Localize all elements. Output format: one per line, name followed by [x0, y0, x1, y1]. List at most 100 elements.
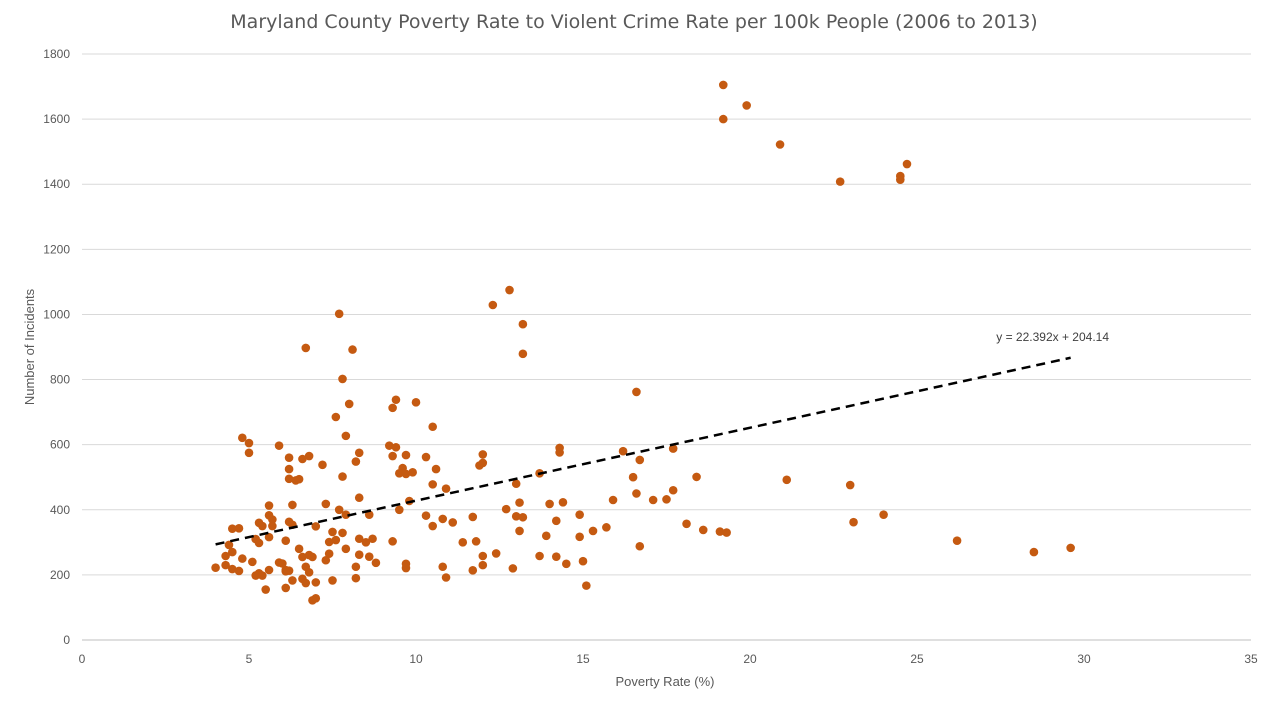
- data-point: [775, 140, 785, 149]
- data-point: [835, 177, 845, 186]
- data-point: [368, 534, 377, 544]
- data-point: [478, 450, 488, 459]
- data-point: [258, 571, 267, 580]
- x-tick-label: 20: [743, 652, 757, 666]
- data-point: [248, 557, 257, 567]
- data-point: [635, 455, 645, 465]
- data-point: [505, 285, 514, 295]
- data-point: [324, 549, 334, 559]
- data-point: [428, 521, 438, 531]
- data-point: [284, 474, 294, 484]
- data-point: [258, 521, 267, 531]
- data-point: [441, 573, 451, 582]
- data-point: [321, 555, 331, 565]
- data-point: [301, 343, 311, 353]
- data-point: [364, 552, 374, 561]
- data-point: [298, 454, 307, 464]
- data-point: [341, 510, 351, 519]
- data-point: [361, 538, 371, 547]
- data-point: [244, 438, 254, 448]
- data-point: [628, 472, 638, 482]
- data-point: [551, 516, 561, 526]
- data-point: [401, 469, 411, 479]
- trendline: [215, 356, 1071, 546]
- data-point: [698, 525, 708, 535]
- data-point: [411, 398, 421, 407]
- y-tick-label: 1400: [43, 177, 70, 191]
- data-point: [338, 472, 347, 481]
- data-point: [1029, 547, 1039, 557]
- data-point: [692, 472, 701, 482]
- data-point: [395, 505, 404, 515]
- data-point: [475, 461, 484, 470]
- data-point: [354, 493, 364, 503]
- data-point: [578, 556, 588, 566]
- data-point: [558, 497, 568, 507]
- data-point: [221, 551, 230, 561]
- data-point: [354, 448, 364, 458]
- data-point: [602, 523, 611, 532]
- data-point: [311, 578, 321, 587]
- data-point: [311, 522, 321, 531]
- data-point: [845, 480, 855, 490]
- data-point: [428, 480, 438, 489]
- data-point: [902, 159, 912, 169]
- data-point: [268, 515, 277, 524]
- data-point: [298, 552, 307, 562]
- data-point: [278, 559, 287, 568]
- data-point: [458, 538, 468, 547]
- x-tick-label: 10: [409, 652, 423, 666]
- data-point: [421, 511, 431, 520]
- data-point: [575, 532, 584, 542]
- data-point: [268, 521, 277, 531]
- data-point: [471, 537, 481, 546]
- data-point: [348, 345, 357, 354]
- x-axis-ticks: 0 5 10 15 20 25 30 35: [79, 652, 1258, 666]
- data-point: [588, 526, 598, 536]
- data-point: [234, 524, 244, 533]
- data-point: [632, 387, 641, 397]
- data-point: [344, 399, 354, 409]
- data-point: [294, 544, 304, 554]
- data-point: [211, 563, 220, 573]
- y-axis-ticks: 0 200 400 600 800 1000 1200 1400 1600 1800: [43, 47, 70, 647]
- data-point: [288, 576, 297, 585]
- data-point: [351, 457, 361, 466]
- data-points: [211, 80, 1075, 605]
- data-point: [401, 450, 411, 460]
- data-point: [274, 441, 284, 450]
- data-point: [351, 562, 361, 572]
- data-point: [421, 452, 431, 462]
- data-point: [632, 489, 641, 498]
- data-point: [408, 468, 417, 477]
- data-point: [879, 510, 888, 519]
- data-point: [662, 495, 671, 504]
- data-point: [238, 433, 247, 443]
- data-point: [304, 451, 314, 461]
- data-point: [228, 524, 237, 533]
- data-point: [288, 500, 297, 510]
- data-point: [304, 567, 314, 577]
- data-point: [438, 562, 448, 572]
- data-point: [308, 552, 317, 562]
- trendline-equation: y = 22.392x + 204.14: [996, 330, 1109, 344]
- data-point: [438, 514, 448, 524]
- data-point: [441, 484, 451, 493]
- data-point: [518, 319, 528, 329]
- data-point: [896, 175, 905, 184]
- data-point: [238, 554, 247, 563]
- data-point: [228, 564, 237, 574]
- data-point: [334, 309, 344, 319]
- data-point: [782, 475, 792, 485]
- data-point: [428, 422, 438, 432]
- data-point: [354, 550, 364, 560]
- data-point: [264, 501, 274, 510]
- data-point: [431, 464, 441, 474]
- data-point: [251, 571, 260, 580]
- data-point: [541, 531, 551, 541]
- x-tick-label: 25: [910, 652, 924, 666]
- x-tick-label: 15: [576, 652, 590, 666]
- data-point: [308, 595, 317, 605]
- y-tick-label: 800: [50, 373, 70, 387]
- y-tick-label: 1000: [43, 307, 70, 321]
